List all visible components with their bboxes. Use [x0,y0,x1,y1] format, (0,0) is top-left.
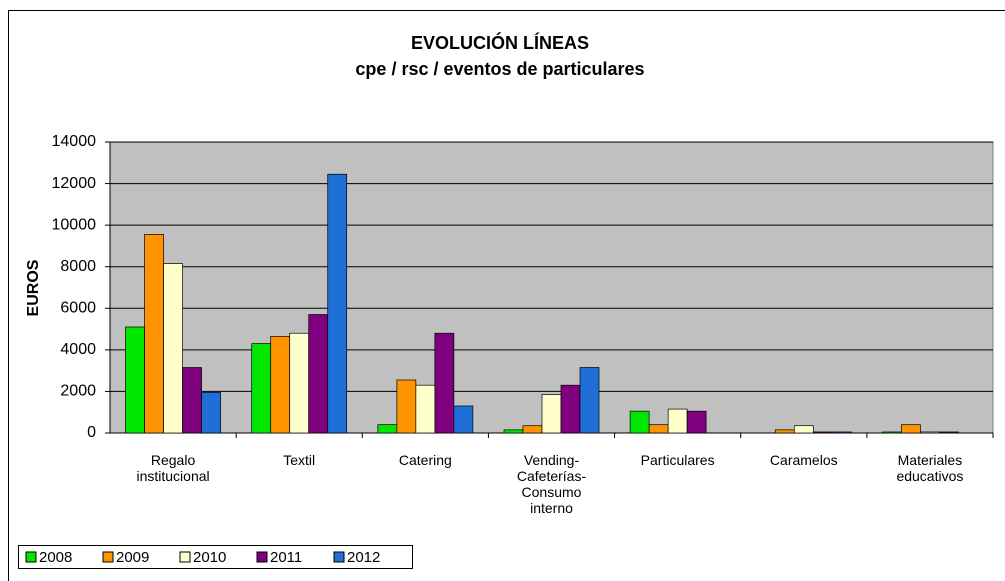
bar [270,335,291,434]
bar [144,234,164,434]
bar [560,384,581,434]
bar [774,429,795,434]
bar [522,425,543,434]
legend-swatch [179,551,191,563]
x-tick-label: Catering [398,452,452,468]
bar [503,429,524,434]
bar [579,367,600,434]
legend-label: 2010 [193,549,226,566]
legend-swatch [333,551,345,563]
bar [434,332,455,434]
bar [327,173,348,434]
legend-label: 2012 [347,549,380,566]
bar [163,263,183,434]
bar [882,431,902,434]
bar [920,431,940,434]
x-tick-label: Regalo institucional [136,452,210,484]
y-tick-label: 6000 [60,300,96,317]
bar [182,367,202,434]
y-tick-label: 0 [87,424,96,441]
bar [629,410,650,434]
x-tick-label: Materiales educativos [896,452,964,484]
bar [125,326,145,434]
legend-label: 2008 [39,549,72,566]
chart-subtitle: cpe / rsc / eventos de particulares [355,59,644,79]
bar [541,394,562,434]
legend-swatch [102,551,114,563]
plot-area [109,141,994,434]
y-tick-label: 12000 [52,175,97,192]
legend-label: 2011 [270,549,302,566]
x-tick-label: Particulares [640,452,715,468]
bar [831,431,852,434]
bar [667,408,688,434]
bar [648,424,669,434]
y-tick-label: 4000 [60,341,96,358]
bar [901,424,921,434]
legend-swatch [25,551,37,563]
bar [396,379,417,434]
chart-title: EVOLUCIÓN LÍNEAS [411,32,589,53]
y-axis-label: EUROS [25,259,42,316]
bar [793,425,814,434]
bar [201,392,221,434]
bar [308,314,329,434]
x-tick-label: Caramelos [769,452,838,468]
bar [453,405,474,434]
y-tick-label: 14000 [52,133,97,150]
x-tick-label: Vending-Cafeterías-Consumo interno [516,452,587,516]
bar [939,431,959,434]
bar [812,431,833,434]
bar [377,424,398,434]
bar [289,332,310,434]
legend-swatch [256,551,268,563]
bar [251,343,272,434]
y-tick-label: 10000 [52,216,97,233]
y-tick-label: 8000 [60,258,96,275]
legend-box [18,545,413,569]
bar [686,410,707,434]
bar [415,384,436,434]
y-tick-label: 2000 [60,383,96,400]
x-tick-label: Textil [283,452,316,468]
legend-label: 2009 [116,549,149,566]
